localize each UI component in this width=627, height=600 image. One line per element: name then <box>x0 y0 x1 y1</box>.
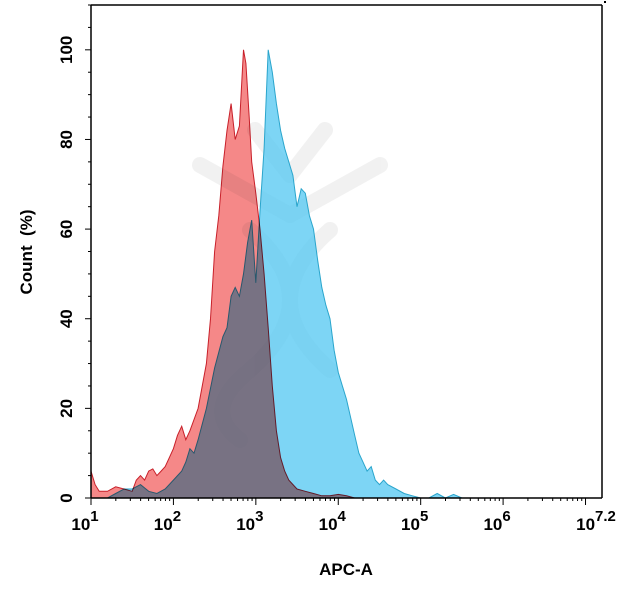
x-tick-label: 104 <box>319 508 347 534</box>
y-axis-ticks: 0 20 40 60 80 100 <box>57 4 91 503</box>
x-tick-label: 105 <box>401 508 428 534</box>
x-axis-ticks: 101 102 103 104 105 106 107.2 <box>71 498 616 534</box>
y-tick-label: 20 <box>57 399 76 418</box>
y-tick-label: 0 <box>57 493 76 502</box>
y-axis-title: Count (%) <box>17 210 36 295</box>
histogram-series <box>90 49 463 499</box>
x-tick-label: 106 <box>483 508 510 534</box>
y-tick-label: 80 <box>57 130 76 149</box>
y-tick-label: 60 <box>57 220 76 239</box>
corner-dot <box>604 1 606 3</box>
histogram-area <box>90 49 355 499</box>
x-axis-title: APC-A <box>319 560 373 579</box>
x-tick-label: 102 <box>154 508 181 534</box>
x-tick-label: 101 <box>71 508 98 534</box>
y-tick-label: 40 <box>57 309 76 328</box>
x-tick-label: 103 <box>236 508 263 534</box>
y-tick-label: 100 <box>57 36 76 64</box>
x-tick-label: 107.2 <box>576 508 616 534</box>
